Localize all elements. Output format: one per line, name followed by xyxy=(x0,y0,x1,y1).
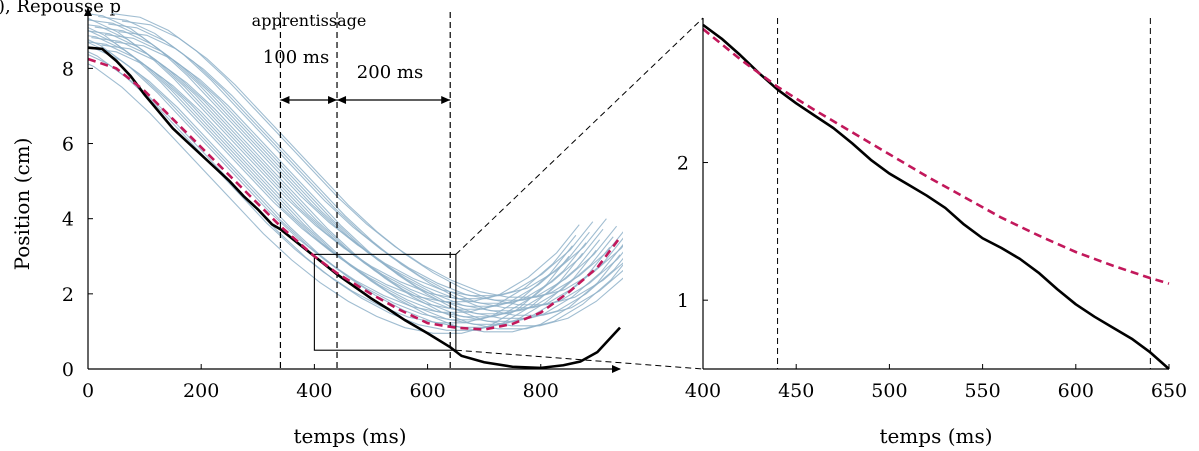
left-x-axis-label: temps (ms) xyxy=(293,424,406,448)
left-y-axis-label: Position (cm) xyxy=(10,138,34,271)
x-tick-label: 450 xyxy=(778,380,814,402)
sample-trajectory xyxy=(88,39,577,313)
arrow-head xyxy=(328,96,338,104)
x-tick-label: 550 xyxy=(964,380,1000,402)
left-ticks: 0 200 400 600 800 0 2 4 6 8 xyxy=(62,58,559,402)
arrow-head xyxy=(337,96,347,104)
x-tick-label: 600 xyxy=(409,380,445,402)
right-series-lines xyxy=(702,23,1170,370)
x-tick-label: 400 xyxy=(685,380,721,402)
sample-trajectory xyxy=(101,44,623,330)
connector-top xyxy=(455,17,704,255)
sample-trajectories xyxy=(88,12,623,334)
zoom-box-rect xyxy=(313,253,457,351)
sample-trajectory xyxy=(88,35,601,318)
y-tick-label: 6 xyxy=(62,134,74,156)
sample-trajectory xyxy=(115,41,623,327)
x-tick-label: 500 xyxy=(871,380,907,402)
prediction-line xyxy=(87,57,622,331)
sample-trajectory xyxy=(118,30,623,316)
right-chart: 400 450 500 550 600 650 1 2 temps (ms) xyxy=(677,18,1187,448)
sample-trajectory xyxy=(121,20,623,306)
arrow-head xyxy=(441,96,451,104)
measured-line xyxy=(87,46,621,370)
right-x-axis-label: temps (ms) xyxy=(879,424,992,448)
zoom-box xyxy=(313,253,457,351)
x-tick-label: 800 xyxy=(523,380,559,402)
learning-label: apprentissage xyxy=(252,11,367,30)
series-lines xyxy=(87,46,622,370)
arrow-head xyxy=(280,96,290,104)
right-ticks: 400 450 500 550 600 650 1 2 xyxy=(677,153,1187,402)
x-tick-label: 0 xyxy=(82,380,94,402)
interval-arrows xyxy=(280,96,451,104)
y-tick-label: 4 xyxy=(62,209,74,231)
interval-1-label: 100 ms xyxy=(263,47,329,68)
y-tick-label: 0 xyxy=(62,359,74,381)
interval-2-label: 200 ms xyxy=(357,62,423,83)
y-tick-label: 1 xyxy=(677,290,689,312)
x-tick-label: 650 xyxy=(1151,380,1187,402)
right-vertical-markers xyxy=(777,18,1151,369)
x-tick-label: 200 xyxy=(183,380,219,402)
measured-line xyxy=(702,23,1170,370)
prediction-line xyxy=(702,28,1170,285)
header-fragment: ), Repousse p xyxy=(0,0,121,17)
sample-trajectory xyxy=(88,29,590,310)
sample-trajectory xyxy=(88,13,607,297)
right-axes xyxy=(702,18,1169,370)
x-tick-label: 600 xyxy=(1058,380,1094,402)
left-chart: 0 200 400 600 800 0 2 4 6 8 temps (ms) Position (… xyxy=(10,7,623,448)
x-tick-label: 400 xyxy=(296,380,332,402)
y-tick-label: 2 xyxy=(62,284,74,306)
sample-trajectory xyxy=(88,30,614,315)
sample-trajectory xyxy=(88,19,618,304)
connector-bottom xyxy=(455,349,704,370)
y-tick-label: 2 xyxy=(677,153,689,175)
y-tick-label: 8 xyxy=(62,58,74,80)
zoom-connectors xyxy=(455,17,704,370)
